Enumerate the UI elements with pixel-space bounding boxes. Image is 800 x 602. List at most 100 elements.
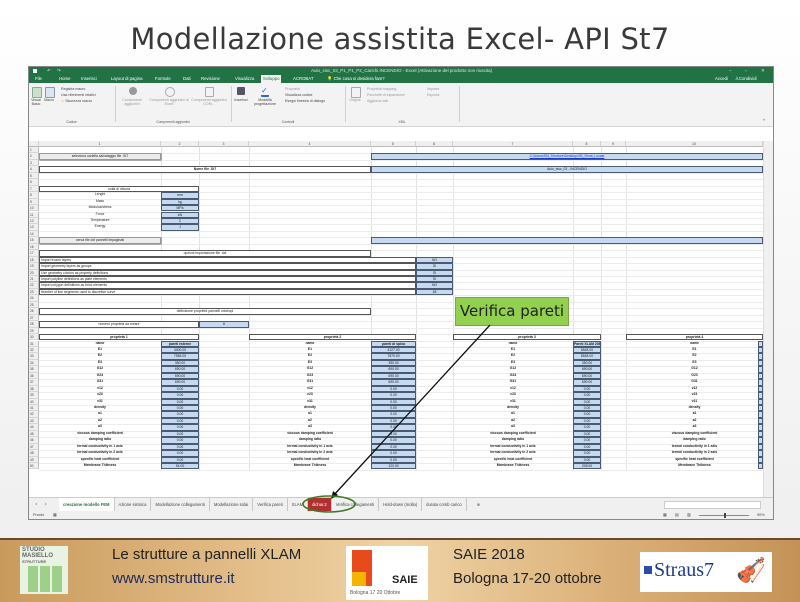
- row-header[interactable]: 10: [29, 205, 39, 212]
- row-header[interactable]: 35: [29, 366, 39, 373]
- property-value[interactable]: 0.00: [161, 430, 199, 438]
- cell[interactable]: 48: [416, 288, 453, 296]
- row-header[interactable]: 41: [29, 405, 39, 412]
- row-header[interactable]: 11: [29, 211, 39, 218]
- property-value[interactable]: 690.00: [161, 372, 199, 380]
- proprieta-button[interactable]: Proprietà: [285, 87, 300, 91]
- row-header[interactable]: 33: [29, 353, 39, 360]
- property-value[interactable]: 0.00: [161, 405, 199, 412]
- property-value[interactable]: [758, 405, 763, 412]
- tab-file[interactable]: File: [35, 76, 42, 81]
- property-value[interactable]: 7556.00: [161, 353, 199, 360]
- property-value[interactable]: [758, 417, 763, 425]
- property-value[interactable]: 690.00: [161, 366, 199, 373]
- row-header[interactable]: 23: [29, 288, 39, 296]
- tab-scroll-left-icon[interactable]: ◂: [35, 501, 38, 506]
- property-value[interactable]: 94.00: [161, 463, 199, 470]
- row-header[interactable]: 14: [29, 230, 39, 238]
- property-value[interactable]: [758, 366, 763, 373]
- row-header[interactable]: 31: [29, 340, 39, 347]
- cell[interactable]: MPa: [161, 205, 199, 212]
- property-value[interactable]: [758, 379, 763, 386]
- cell[interactable]: SI: [416, 263, 453, 270]
- riferimenti-relativi-button[interactable]: Usa riferimenti relativi: [61, 93, 96, 97]
- cell[interactable]: 8: [199, 321, 249, 328]
- row-header[interactable]: 27: [29, 314, 39, 322]
- cell[interactable]: Aulo_sisc_03 - INCENDIO: [371, 166, 763, 173]
- property-value[interactable]: 0.00: [573, 443, 601, 451]
- property-value[interactable]: 0.00: [573, 385, 601, 393]
- row-header[interactable]: 47: [29, 443, 39, 451]
- sheet-tab[interactable]: Azione sismica: [115, 498, 152, 511]
- property-value[interactable]: [758, 372, 763, 380]
- maximize-icon[interactable]: ▫: [745, 68, 747, 73]
- property-value[interactable]: 0.00: [161, 411, 199, 418]
- macro-button[interactable]: cerca file dxf pannelli impaginati: [39, 237, 161, 244]
- row-header[interactable]: 34: [29, 359, 39, 367]
- condividi-button[interactable]: ♙Condividi: [735, 76, 757, 81]
- property-value[interactable]: 0.00: [573, 430, 601, 438]
- macro-button[interactable]: seleziona cartella salvataggio file .St7: [39, 153, 161, 160]
- sicurezza-macro-button[interactable]: ⚠ Sicurezza macro: [61, 99, 92, 103]
- property-value[interactable]: 0.00: [573, 411, 601, 418]
- value-header[interactable]: Pareti XLAM 208: [573, 340, 601, 347]
- row-header[interactable]: 46: [29, 437, 39, 444]
- sheet-tab[interactable]: Verifica collegamenti: [332, 498, 380, 511]
- row-header[interactable]: 12: [29, 217, 39, 225]
- column-header[interactable]: 1: [39, 141, 161, 147]
- property-value[interactable]: 0.00: [161, 417, 199, 425]
- visual-basic-button[interactable]: Visual Basic: [31, 98, 41, 106]
- row-header[interactable]: 19: [29, 263, 39, 270]
- redo-icon[interactable]: ↷: [57, 68, 61, 73]
- tell-me-input[interactable]: 💡 Che cosa si desidera fare?: [327, 76, 385, 81]
- column-header[interactable]: 2: [161, 141, 199, 147]
- tab-dati[interactable]: Dati: [183, 76, 191, 81]
- zoom-slider-thumb[interactable]: [724, 512, 726, 518]
- tab-formule[interactable]: Formule: [155, 76, 171, 81]
- tab-home[interactable]: Home: [59, 76, 71, 81]
- cell[interactable]: mm: [161, 192, 199, 199]
- property-value[interactable]: [758, 385, 763, 393]
- column-header[interactable]: 8: [573, 141, 601, 147]
- property-value[interactable]: 0.00: [573, 405, 601, 412]
- row-header[interactable]: 49: [29, 456, 39, 464]
- row-header[interactable]: 17: [29, 250, 39, 257]
- property-value[interactable]: 0.00: [573, 456, 601, 464]
- page-layout-icon[interactable]: ▤: [675, 513, 679, 517]
- sheet-tab[interactable]: creazione modello FEM: [59, 498, 115, 512]
- row-header[interactable]: 45: [29, 430, 39, 438]
- column-header[interactable]: 6: [416, 141, 453, 147]
- vertical-scrollbar[interactable]: [763, 141, 773, 497]
- property-value[interactable]: 0.00: [161, 398, 199, 405]
- tab-acrobat[interactable]: ACROBAT: [293, 76, 314, 81]
- visualizza-codice-button[interactable]: Visualizza codice: [285, 93, 313, 97]
- sheet-tab[interactable]: Modellazione solai: [210, 498, 254, 511]
- macro-button[interactable]: Macro: [44, 98, 54, 102]
- row-header[interactable]: 30: [29, 334, 39, 341]
- sheet-tab[interactable]: durata comb carico: [422, 498, 467, 511]
- property-value[interactable]: [758, 392, 763, 399]
- cell[interactable]: kN: [161, 211, 199, 218]
- add-sheet-button[interactable]: ⊕: [476, 502, 481, 507]
- row-header[interactable]: 37: [29, 379, 39, 386]
- row-header[interactable]: 20: [29, 269, 39, 276]
- cell[interactable]: NO: [416, 256, 453, 264]
- cell[interactable]: SI: [416, 276, 453, 283]
- row-header[interactable]: 13: [29, 224, 39, 231]
- importa-button[interactable]: Importa: [427, 87, 440, 91]
- row-header[interactable]: 25: [29, 301, 39, 309]
- row-header[interactable]: 1: [29, 147, 39, 154]
- tab-sviluppo[interactable]: Sviluppo: [261, 75, 282, 83]
- sheet-tab[interactable]: dichar.2: [308, 498, 332, 511]
- tab-visualizza[interactable]: Visualizza: [235, 76, 255, 81]
- footer-website[interactable]: www.smstrutture.it: [112, 570, 235, 587]
- row-header[interactable]: 6: [29, 179, 39, 186]
- sheet-tab[interactable]: Modellazione collegamenti: [151, 498, 210, 511]
- row-header[interactable]: 15: [29, 237, 39, 244]
- property-value[interactable]: 0.00: [161, 456, 199, 464]
- row-header[interactable]: 22: [29, 282, 39, 289]
- property-value[interactable]: 0.00: [161, 437, 199, 444]
- esegui-finestra-button[interactable]: Esegui finestra di dialogo: [285, 99, 326, 103]
- value-header[interactable]: pareti esterne: [161, 340, 199, 347]
- tab-revisione[interactable]: Revisione: [201, 76, 220, 81]
